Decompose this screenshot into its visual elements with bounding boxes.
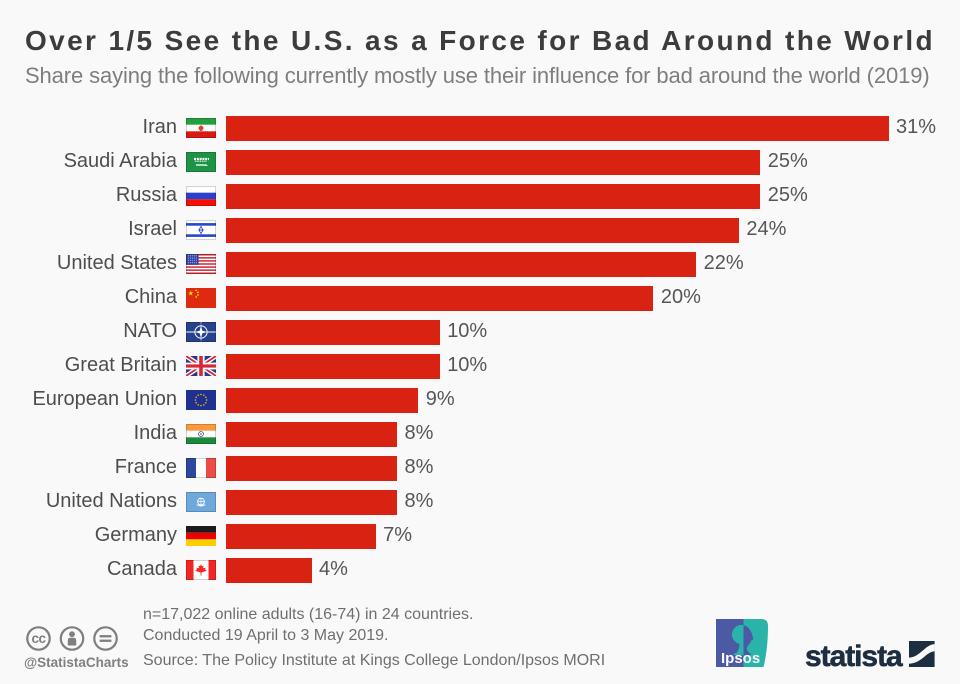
svg-text:Ipsos: Ipsos — [721, 650, 760, 667]
svg-text:cc: cc — [31, 631, 46, 646]
